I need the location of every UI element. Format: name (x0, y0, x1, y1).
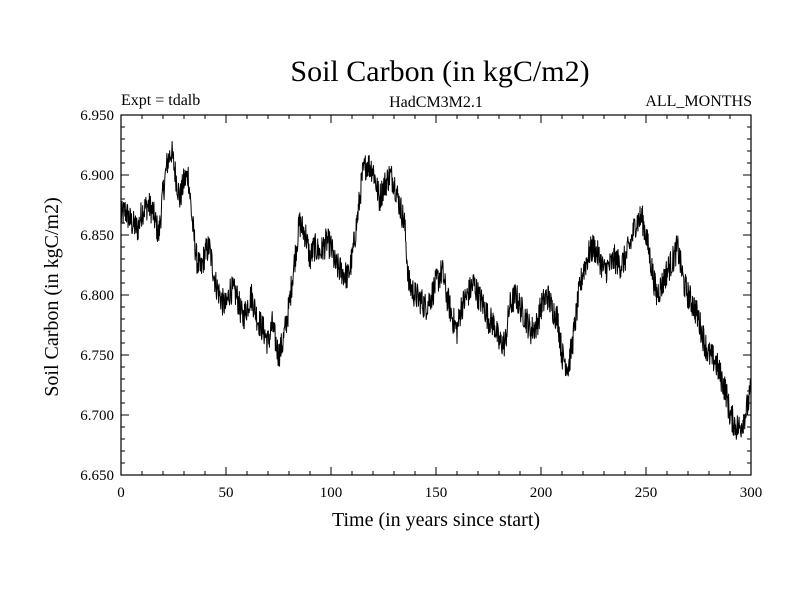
series-line (120, 140, 752, 440)
x-tick-label: 0 (117, 485, 125, 501)
x-tick-label: 100 (320, 485, 343, 501)
y-tick-label: 6.800 (80, 288, 114, 304)
y-tick-label: 6.750 (80, 348, 114, 364)
x-axis-label: Time (in years since start) (332, 509, 540, 531)
y-tick-label: 6.900 (80, 168, 114, 184)
x-tick-label: 300 (740, 485, 763, 501)
y-tick-label: 6.850 (80, 228, 114, 244)
months-label: ALL_MONTHS (645, 93, 752, 110)
x-tick-label: 250 (635, 485, 658, 501)
experiment-label: Expt = tdalb (121, 92, 200, 109)
y-tick-label: 6.650 (80, 468, 114, 484)
y-axis-label: Soil Carbon (in kgC/m2) (41, 197, 63, 396)
x-tick-label: 200 (530, 485, 553, 501)
model-label: HadCM3M2.1 (389, 94, 483, 111)
series-layer (120, 140, 752, 440)
x-tick-label: 150 (425, 485, 448, 501)
plot-area-frame (120, 114, 752, 476)
axes-layer: 0 50 100 150 200 250 300 6.650 6.700 6.750 6.800 6.… (80, 108, 762, 501)
chart-title: Soil Carbon (in kgC/m2) (290, 55, 589, 88)
x-tick-label: 50 (219, 485, 234, 501)
y-tick-label: 6.950 (80, 108, 114, 124)
y-tick-label: 6.700 (80, 408, 114, 424)
